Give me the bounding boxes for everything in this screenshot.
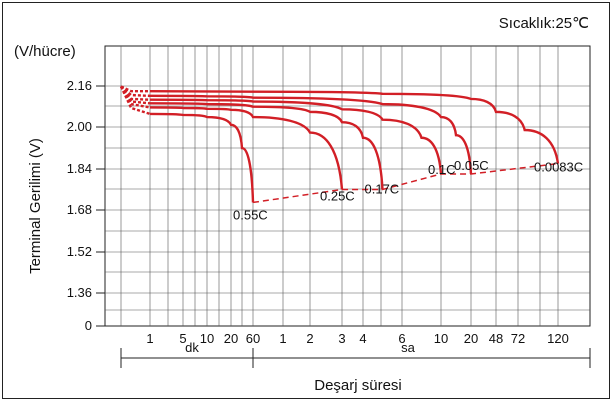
y-tick-label: 2.16 bbox=[67, 78, 92, 93]
series-line-0.17C bbox=[149, 102, 384, 190]
series-label-0.55C: 0.55C bbox=[233, 207, 268, 222]
y-tick-label: 1.52 bbox=[67, 244, 92, 259]
series-line-0.55C bbox=[149, 112, 255, 203]
axis-ticks: 2.16 2.00 1.84 1.68 1.52 1.36 0 1 5 10 20 60 1 2 3 4 6 10… bbox=[67, 78, 569, 346]
x-tick-label: 2 bbox=[306, 331, 313, 346]
y-tick-label: 1.36 bbox=[67, 285, 92, 300]
temperature-label: Sıcaklık:25℃ bbox=[499, 15, 589, 32]
series-label-0.0083C: 0.0083C bbox=[534, 160, 583, 175]
y-unit-label: (V/hücre) bbox=[14, 43, 76, 60]
y-axis-title: Terminal Gerilimi (V) bbox=[27, 138, 44, 274]
end-voltage-dashed-line bbox=[252, 162, 559, 204]
chart-frame bbox=[2, 2, 610, 399]
series-line-0.1C bbox=[149, 98, 443, 175]
plot-area bbox=[104, 45, 591, 327]
end-voltage-line bbox=[252, 162, 559, 204]
x-tick-label: 20 bbox=[464, 331, 478, 346]
series-label-0.05C: 0.05C bbox=[454, 158, 489, 173]
x-tick-label: 4 bbox=[359, 331, 366, 346]
x-tick-label: 5 bbox=[179, 331, 186, 346]
x-tick-label: 120 bbox=[547, 331, 569, 346]
series-line-0.0083C bbox=[149, 89, 560, 164]
series-label-0.1C: 0.1C bbox=[428, 162, 455, 177]
series-lines bbox=[119, 85, 560, 203]
x-tick-label: 10 bbox=[200, 331, 214, 346]
series-line-0.05C bbox=[149, 94, 473, 175]
series-label-0.17C: 0.17C bbox=[365, 182, 400, 197]
x-group-label-minutes: dk bbox=[185, 340, 199, 355]
x-tick-label: 10 bbox=[434, 331, 448, 346]
series-line-0.25C bbox=[149, 106, 344, 190]
x-tick-label: 1 bbox=[146, 331, 153, 346]
x-tick-label: 6 bbox=[398, 331, 405, 346]
x-tick-label: 3 bbox=[338, 331, 345, 346]
x-group-label-hours: sa bbox=[401, 340, 416, 355]
y-tick-label: 2.00 bbox=[67, 119, 92, 134]
y-tick-label: 0 bbox=[85, 318, 92, 333]
series-labels: 0.55C 0.25C 0.17C 0.1C0.05C 0.0083C bbox=[233, 158, 583, 222]
x-group-brackets bbox=[120, 348, 591, 368]
series-start-0.05C bbox=[120, 85, 151, 98]
y-tick-label: 1.68 bbox=[67, 202, 92, 217]
x-axis-title: Deşarj süresi bbox=[314, 377, 402, 394]
x-tick-label: 72 bbox=[511, 331, 525, 346]
series-label-0.25C: 0.25C bbox=[320, 189, 355, 204]
x-tick-label: 48 bbox=[489, 331, 503, 346]
x-tick-label: 60 bbox=[246, 331, 260, 346]
series-start-0.0083C bbox=[120, 85, 150, 93]
x-tick-label: 20 bbox=[224, 331, 238, 346]
y-tick-label: 1.84 bbox=[67, 161, 92, 176]
x-tick-label: 1 bbox=[279, 331, 286, 346]
